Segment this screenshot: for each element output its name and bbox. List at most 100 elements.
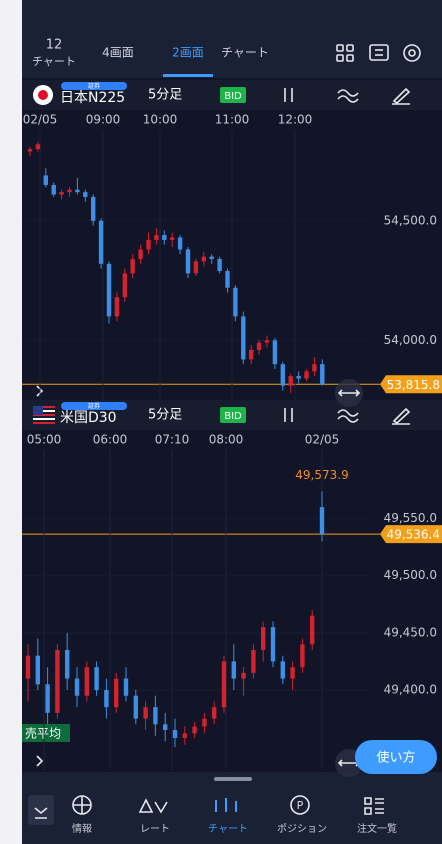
flag: [33, 406, 43, 415]
nav-item[interactable]: 注文一覧: [357, 822, 397, 835]
bid-bg: [220, 87, 246, 103]
time-label: 02/05: [23, 113, 58, 127]
candle-body: [130, 259, 135, 274]
nav-item[interactable]: ポジション: [277, 823, 327, 835]
candle-body: [177, 237, 183, 250]
candle-body: [55, 650, 60, 713]
candle-body: [280, 661, 285, 679]
candle-body: [74, 678, 80, 696]
candle-body: [209, 256, 214, 260]
indicator-icon[interactable]: [337, 409, 359, 423]
candle-body: [106, 263, 112, 317]
candle-body: [272, 340, 278, 365]
badge-bg: [61, 402, 127, 410]
candle-body: [241, 672, 246, 679]
candle-body: [146, 239, 151, 250]
candle-body: [172, 730, 178, 738]
candle-body: [45, 684, 50, 713]
candle-body: [182, 733, 187, 738]
resize-arrow: [337, 389, 361, 397]
top-bar: [0, 0, 442, 78]
candle-body: [114, 678, 119, 708]
time-label: 07:10: [155, 433, 190, 447]
candle-body: [217, 259, 222, 271]
price-type[interactable]: BID: [224, 91, 242, 102]
current-price-label: 49,536.4: [387, 528, 440, 542]
tab-active[interactable]: 2画面: [172, 46, 204, 60]
badge: 証券: [88, 82, 100, 90]
nav-item[interactable]: レート: [140, 824, 170, 835]
flag: [33, 414, 55, 416]
tab[interactable]: チャート: [221, 46, 269, 60]
candle-body: [143, 707, 148, 719]
candle-body: [185, 249, 191, 274]
candle-type-icon[interactable]: [284, 408, 293, 422]
draw-icon[interactable]: [392, 87, 411, 105]
price-type[interactable]: BID: [224, 411, 242, 422]
candle-body: [162, 235, 167, 240]
position-icon-p: P: [297, 799, 304, 812]
scroll-chevron[interactable]: [36, 755, 44, 767]
position-icon: [290, 795, 310, 815]
draw-icon[interactable]: [392, 407, 411, 425]
candle-body: [27, 149, 33, 152]
time-label: 09:00: [86, 113, 121, 127]
candle-body: [163, 724, 168, 730]
candle-body: [312, 364, 317, 372]
candle-body: [65, 650, 70, 679]
tab[interactable]: 4画面: [102, 46, 134, 60]
candle-body: [35, 144, 41, 150]
collapse-icon: [34, 807, 48, 819]
candle-body: [290, 667, 295, 679]
sell-average-bg: [22, 724, 70, 742]
candle-body: [212, 707, 217, 719]
bid-bg: [220, 407, 246, 423]
info-icon: [73, 796, 91, 814]
help-button-label[interactable]: 使い方: [376, 750, 415, 766]
candle-body: [193, 261, 199, 274]
time-label: 10:00: [143, 113, 178, 127]
grid-icon[interactable]: [336, 44, 354, 62]
candle-body: [231, 661, 236, 679]
candle-body: [83, 192, 88, 197]
high-annotation: 49,573.9: [295, 468, 348, 482]
candle-body: [249, 349, 254, 360]
candle-body: [300, 644, 305, 668]
candle-body: [59, 192, 64, 195]
price-tick-label: 49,450.0: [384, 625, 437, 639]
timeframe[interactable]: 5分足: [148, 408, 182, 423]
candle-body: [138, 249, 143, 260]
candle-body: [98, 220, 104, 264]
tab-label[interactable]: チャート: [32, 55, 76, 68]
tab-number[interactable]: 12: [46, 38, 63, 53]
settings-icon[interactable]: [403, 44, 421, 62]
sell-average-label: 売平均: [25, 726, 61, 741]
collapse-button[interactable]: [28, 795, 54, 825]
candle-body: [280, 364, 285, 386]
flag: [33, 410, 55, 412]
time-label: 02/05: [305, 433, 340, 447]
candle-body: [123, 678, 129, 696]
candle-body: [270, 627, 276, 662]
nav-item[interactable]: 情報: [72, 822, 92, 835]
candle-body: [192, 726, 197, 734]
nav-item-active[interactable]: チャート: [208, 823, 248, 835]
current-price-tag: [380, 375, 442, 394]
order-icon: [364, 797, 384, 815]
layout-icon[interactable]: [369, 44, 389, 61]
price-tick-label: 54,000.0: [384, 333, 437, 347]
candle-body: [154, 235, 159, 240]
scroll-chevron[interactable]: [36, 385, 44, 397]
indicator-icon[interactable]: [337, 89, 359, 103]
symbol[interactable]: 米国D30: [60, 410, 117, 426]
candle-body: [122, 273, 127, 298]
symbol[interactable]: 日本N225: [60, 90, 125, 106]
candle-body: [43, 175, 48, 185]
help-button[interactable]: [355, 740, 437, 774]
candle-type-icon[interactable]: [284, 88, 293, 102]
timeframe[interactable]: 5分足: [148, 88, 182, 103]
time-label: 08:00: [209, 433, 244, 447]
candle-body: [264, 340, 270, 343]
current-price-label: 53,815.8: [387, 378, 440, 392]
candle-body: [94, 667, 99, 690]
